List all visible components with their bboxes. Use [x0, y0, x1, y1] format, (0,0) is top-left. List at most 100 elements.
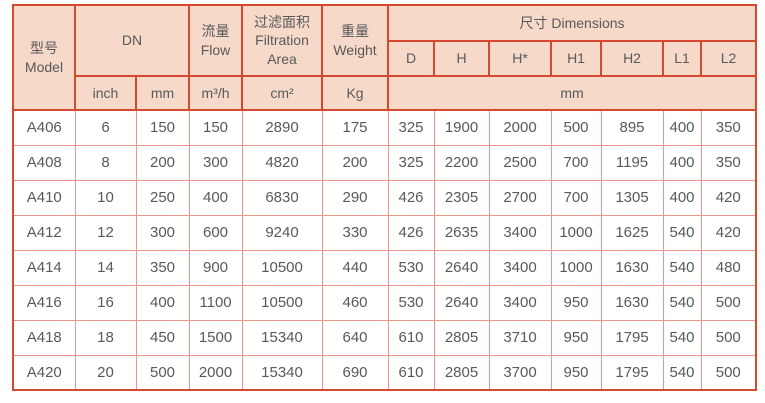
value-cell: 2000 [488, 109, 552, 146]
value-cell: 350 [700, 144, 757, 181]
value-cell: 530 [387, 249, 435, 286]
value-cell: 2200 [433, 144, 490, 181]
value-cell: 150 [135, 109, 190, 146]
value-cell: 18 [74, 319, 137, 356]
unit-weight: Kg [321, 75, 390, 111]
model-cell: A414 [12, 249, 76, 286]
value-cell: 150 [188, 109, 243, 146]
value-cell: 300 [135, 214, 190, 251]
value-cell: 900 [188, 249, 243, 286]
col-header-d: D [387, 40, 436, 77]
value-cell: 2805 [433, 354, 490, 391]
value-cell: 420 [700, 214, 757, 251]
value-cell: 400 [188, 179, 243, 216]
value-cell: 640 [321, 319, 389, 356]
value-cell: 1305 [600, 179, 664, 216]
col-header-filtration-area: 过滤面积 Filtration Area [241, 4, 324, 77]
value-cell: 540 [662, 214, 702, 251]
model-cell: A410 [12, 179, 76, 216]
value-cell: 3710 [488, 319, 552, 356]
value-cell: 540 [662, 284, 702, 321]
value-cell: 15340 [241, 319, 323, 356]
model-cell: A416 [12, 284, 76, 321]
unit-area: cm² [241, 75, 324, 111]
value-cell: 6 [74, 109, 137, 146]
value-cell: 8 [74, 144, 137, 181]
value-cell: 2500 [488, 144, 552, 181]
value-cell: 1000 [550, 249, 602, 286]
value-cell: 540 [662, 319, 702, 356]
value-cell: 2700 [488, 179, 552, 216]
value-cell: 3400 [488, 214, 552, 251]
value-cell: 2000 [188, 354, 243, 391]
table-row: A420 20 500 2000 15340 690 610 2805 3700 950 1795 5… [12, 354, 757, 391]
col-header-h-star: H* [488, 40, 553, 77]
value-cell: 610 [387, 319, 435, 356]
value-cell: 200 [135, 144, 190, 181]
col-header-h2: H2 [600, 40, 665, 77]
model-cell: A406 [12, 109, 76, 146]
value-cell: 4820 [241, 144, 323, 181]
value-cell: 12 [74, 214, 137, 251]
value-cell: 950 [550, 319, 602, 356]
value-cell: 426 [387, 214, 435, 251]
col-header-dn: DN [73, 4, 191, 77]
value-cell: 3700 [488, 354, 552, 391]
value-cell: 500 [700, 354, 757, 391]
value-cell: 400 [662, 144, 702, 181]
col-header-flow: 流量 Flow [188, 4, 244, 77]
value-cell: 2305 [433, 179, 490, 216]
table-row: A416 16 400 1100 10500 460 530 2640 3400 950 1630 5… [12, 284, 757, 321]
value-cell: 420 [700, 179, 757, 216]
value-cell: 2640 [433, 284, 490, 321]
value-cell: 10500 [241, 284, 323, 321]
value-cell: 325 [387, 109, 435, 146]
spec-table: 型号 Model DN 流量 Flow 过滤面积 Filtration Area… [12, 4, 758, 391]
value-cell: 250 [135, 179, 190, 216]
table-row: A414 14 350 900 10500 440 530 2640 3400 1000 1630 5… [12, 249, 757, 286]
col-header-h: H [433, 40, 491, 77]
value-cell: 350 [135, 249, 190, 286]
value-cell: 1630 [600, 284, 664, 321]
col-header-h1: H1 [550, 40, 603, 77]
spec-table-container: 型号 Model DN 流量 Flow 过滤面积 Filtration Area… [12, 4, 758, 391]
value-cell: 1795 [600, 354, 664, 391]
value-cell: 600 [188, 214, 243, 251]
value-cell: 3400 [488, 249, 552, 286]
value-cell: 450 [135, 319, 190, 356]
value-cell: 200 [321, 144, 389, 181]
value-cell: 500 [135, 354, 190, 391]
value-cell: 2890 [241, 109, 323, 146]
value-cell: 10 [74, 179, 137, 216]
col-header-dimensions: 尺寸 Dimensions [387, 4, 758, 42]
unit-inch: inch [74, 75, 137, 111]
value-cell: 2805 [433, 319, 490, 356]
value-cell: 175 [321, 109, 389, 146]
model-cell: A418 [12, 319, 76, 356]
value-cell: 325 [387, 144, 435, 181]
table-row: A408 8 200 300 4820 200 325 2200 2500 700 1195 400 3… [12, 144, 757, 181]
table-row: A406 6 150 150 2890 175 325 1900 2000 500 895 400 35… [12, 109, 757, 146]
value-cell: 1100 [188, 284, 243, 321]
value-cell: 6830 [241, 179, 323, 216]
value-cell: 540 [662, 249, 702, 286]
value-cell: 950 [550, 284, 602, 321]
value-cell: 426 [387, 179, 435, 216]
value-cell: 20 [74, 354, 137, 391]
value-cell: 700 [550, 179, 602, 216]
model-cell: A420 [12, 354, 76, 391]
value-cell: 10500 [241, 249, 323, 286]
value-cell: 9240 [241, 214, 323, 251]
value-cell: 440 [321, 249, 389, 286]
value-cell: 895 [600, 109, 664, 146]
value-cell: 950 [550, 354, 602, 391]
value-cell: 500 [700, 284, 757, 321]
value-cell: 500 [700, 319, 757, 356]
value-cell: 700 [550, 144, 602, 181]
value-cell: 15340 [241, 354, 323, 391]
unit-flow: m³/h [188, 75, 244, 111]
table-row: A410 10 250 400 6830 290 426 2305 2700 700 1305 400… [12, 179, 757, 216]
value-cell: 480 [700, 249, 757, 286]
value-cell: 400 [662, 179, 702, 216]
header-row-1: 型号 Model DN 流量 Flow 过滤面积 Filtration Area… [12, 4, 758, 111]
